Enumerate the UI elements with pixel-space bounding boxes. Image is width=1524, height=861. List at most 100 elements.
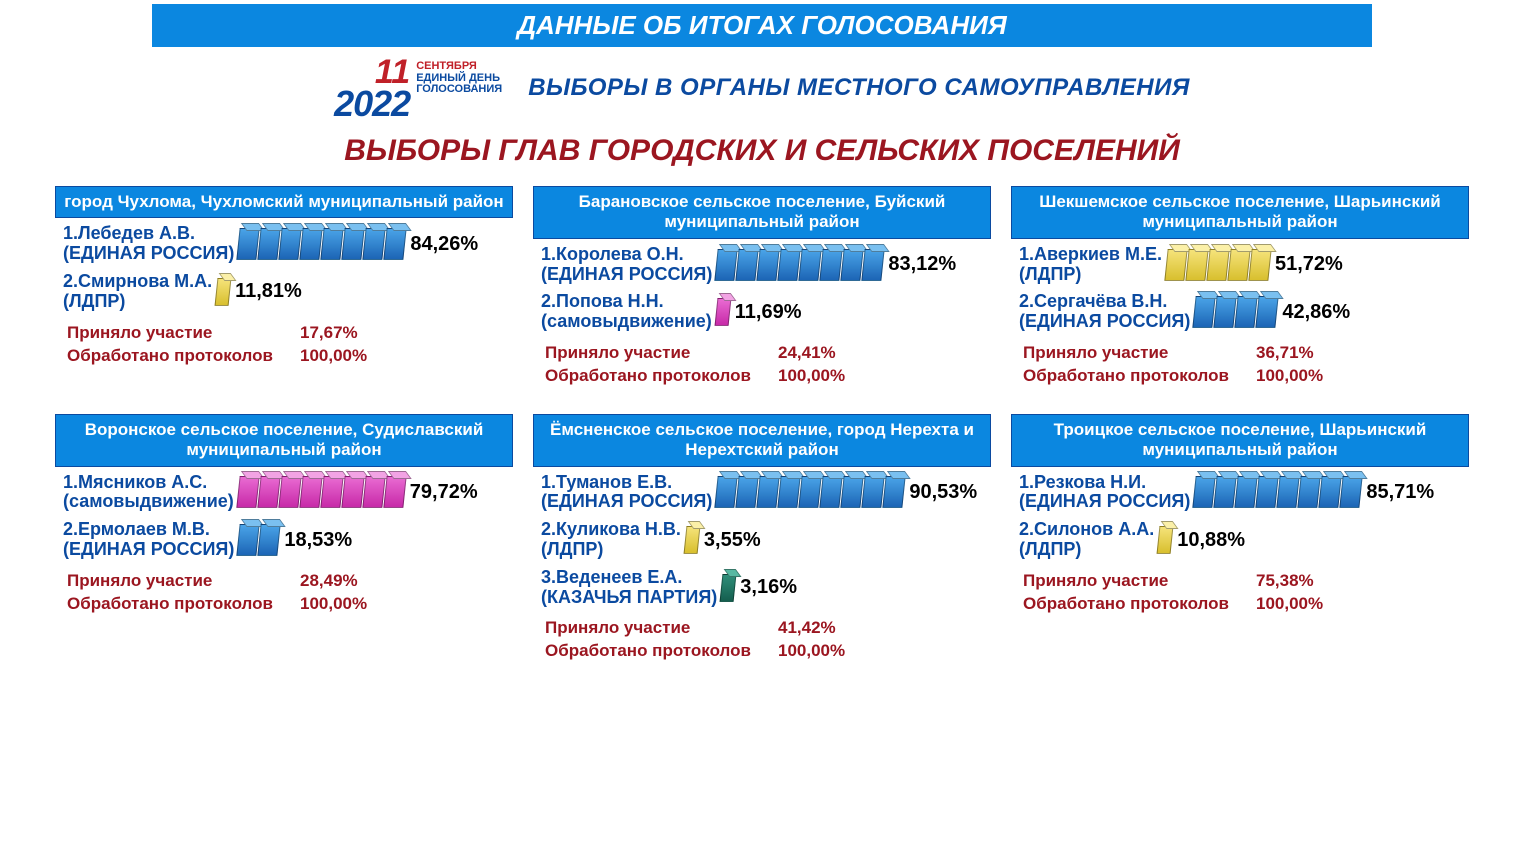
candidate-label: 1.Мясников А.С.(самовыдвижение) — [63, 473, 234, 513]
stat-value: 100,00% — [300, 593, 367, 616]
candidate-row: 1.Аверкиев М.Е.(ЛДПР) 51,72% — [1011, 239, 1469, 287]
card-header: Троицкое сельское поселение, Шарьинский … — [1011, 414, 1469, 467]
bar-chart — [1194, 296, 1278, 328]
bar-segment — [820, 249, 843, 281]
candidate-label: 2.Смирнова М.А.(ЛДПР) — [63, 272, 212, 312]
candidate-percent: 90,53% — [909, 481, 977, 504]
candidate-name: 3.Веденеев Е.А. — [541, 568, 717, 588]
bar-wrap: 3,16% — [721, 574, 983, 602]
bar-segment — [820, 476, 843, 508]
candidate-party: (ЕДИНАЯ РОССИЯ) — [541, 265, 712, 285]
bar-segment — [1164, 249, 1187, 281]
candidate-party: (КАЗАЧЬЯ ПАРТИЯ) — [541, 588, 717, 608]
candidate-name: 2.Смирнова М.А. — [63, 272, 212, 292]
candidate-party: (ЕДИНАЯ РОССИЯ) — [63, 244, 234, 264]
candidate-row: 2.Ермолаев М.В.(ЕДИНАЯ РОССИЯ)18,53% — [55, 514, 513, 562]
bar-segment — [841, 476, 864, 508]
bar-segment — [720, 574, 737, 602]
candidate-row: 3.Веденеев Е.А.(КАЗАЧЬЯ ПАРТИЯ) 3,16% — [533, 562, 991, 610]
result-card: Барановское сельское поселение, Буйский … — [533, 186, 991, 392]
candidate-label: 1.Королева О.Н.(ЕДИНАЯ РОССИЯ) — [541, 245, 712, 285]
bar-segment — [383, 476, 406, 508]
result-card: Воронское сельское поселение, Судиславск… — [55, 414, 513, 667]
bar-wrap: 10,88% — [1158, 526, 1461, 554]
stat-label: Приняло участие — [545, 617, 760, 640]
bar-segment — [1248, 249, 1271, 281]
bar-segment — [778, 476, 801, 508]
candidate-name: 2.Силонов А.А. — [1019, 520, 1154, 540]
result-card: Троицкое сельское поселение, Шарьинский … — [1011, 414, 1469, 667]
bar-segment — [363, 228, 386, 260]
bar-segment — [341, 476, 364, 508]
candidate-name: 1.Туманов Е.В. — [541, 473, 712, 493]
bar-chart — [238, 476, 406, 508]
bar-wrap: 3,55% — [685, 526, 983, 554]
candidate-row: 1.Лебедев А.В.(ЕДИНАЯ РОССИЯ)84,26% — [55, 218, 513, 266]
candidate-name: 1.Лебедев А.В. — [63, 224, 234, 244]
candidate-name: 1.Аверкиев М.Е. — [1019, 245, 1162, 265]
bar-segment — [736, 476, 759, 508]
stat-value: 100,00% — [778, 640, 845, 663]
stat-value: 24,41% — [778, 342, 836, 365]
bar-segment — [1235, 476, 1258, 508]
candidate-party: (ЕДИНАЯ РОССИЯ) — [1019, 492, 1190, 512]
bar-segment — [1193, 476, 1216, 508]
stat-processed: Обработано протоколов100,00% — [1023, 593, 1459, 616]
stat-label: Приняло участие — [545, 342, 760, 365]
candidate-label: 1.Аверкиев М.Е.(ЛДПР) — [1019, 245, 1162, 285]
bar-chart — [238, 228, 406, 260]
stat-turnout: Приняло участие36,71% — [1023, 342, 1459, 365]
bar-segment — [1214, 476, 1237, 508]
stat-value: 41,42% — [778, 617, 836, 640]
candidate-label: 2.Ермолаев М.В.(ЕДИНАЯ РОССИЯ) — [63, 520, 234, 560]
candidate-percent: 3,16% — [740, 576, 797, 599]
bar-chart — [716, 476, 905, 508]
stat-label: Приняло участие — [67, 570, 282, 593]
bar-segment — [1227, 249, 1250, 281]
bar-segment — [321, 228, 344, 260]
banner-title: ДАННЫЕ ОБ ИТОГАХ ГОЛОСОВАНИЯ — [152, 4, 1371, 47]
bar-wrap: 83,12% — [716, 249, 983, 281]
candidate-name: 1.Королева О.Н. — [541, 245, 712, 265]
candidate-percent: 11,69% — [735, 301, 802, 324]
stat-processed: Обработано протоколов100,00% — [545, 365, 981, 388]
candidate-percent: 51,72% — [1275, 253, 1343, 276]
stat-value: 100,00% — [778, 365, 845, 388]
candidate-label: 1.Туманов Е.В.(ЕДИНАЯ РОССИЯ) — [541, 473, 712, 513]
candidate-percent: 85,71% — [1366, 481, 1434, 504]
card-header: Шекшемское сельское поселение, Шарьински… — [1011, 186, 1469, 239]
candidate-percent: 42,86% — [1282, 301, 1350, 324]
candidate-label: 2.Сергачёва В.Н.(ЕДИНАЯ РОССИЯ) — [1019, 292, 1190, 332]
stat-label: Приняло участие — [1023, 570, 1238, 593]
candidate-row: 2.Смирнова М.А.(ЛДПР) 11,81% — [55, 266, 513, 314]
bar-segment — [799, 476, 822, 508]
stat-value: 100,00% — [1256, 593, 1323, 616]
candidate-name: 2.Сергачёва В.Н. — [1019, 292, 1190, 312]
card-header: Воронское сельское поселение, Судиславск… — [55, 414, 513, 467]
bar-wrap: 11,81% — [216, 278, 505, 306]
bar-chart — [716, 298, 731, 326]
bar-segment — [1185, 249, 1208, 281]
bar-segment — [862, 476, 885, 508]
card-stats: Приняло участие17,67%Обработано протокол… — [55, 314, 513, 372]
candidate-name: 2.Ермолаев М.В. — [63, 520, 234, 540]
bar-segment — [757, 249, 780, 281]
bar-segment — [215, 278, 232, 306]
candidate-name: 1.Мясников А.С. — [63, 473, 234, 493]
candidate-row: 1.Резкова Н.И.(ЕДИНАЯ РОССИЯ)85,71% — [1011, 467, 1469, 515]
bar-segment — [715, 249, 738, 281]
bar-segment — [883, 476, 906, 508]
bar-wrap: 84,26% — [238, 228, 505, 260]
candidate-percent: 3,55% — [704, 529, 761, 552]
bar-wrap: 85,71% — [1194, 476, 1461, 508]
candidate-percent: 11,81% — [235, 280, 302, 303]
bar-segment — [258, 228, 281, 260]
candidate-row: 1.Туманов Е.В.(ЕДИНАЯ РОССИЯ) 90,53% — [533, 467, 991, 515]
bar-segment — [1214, 296, 1237, 328]
bar-segment — [862, 249, 885, 281]
bar-chart — [716, 249, 884, 281]
bar-segment — [778, 249, 801, 281]
candidate-percent: 83,12% — [888, 253, 956, 276]
candidate-row: 2.Куликова Н.В.(ЛДПР)3,55% — [533, 514, 991, 562]
candidate-party: (ЕДИНАЯ РОССИЯ) — [63, 540, 234, 560]
